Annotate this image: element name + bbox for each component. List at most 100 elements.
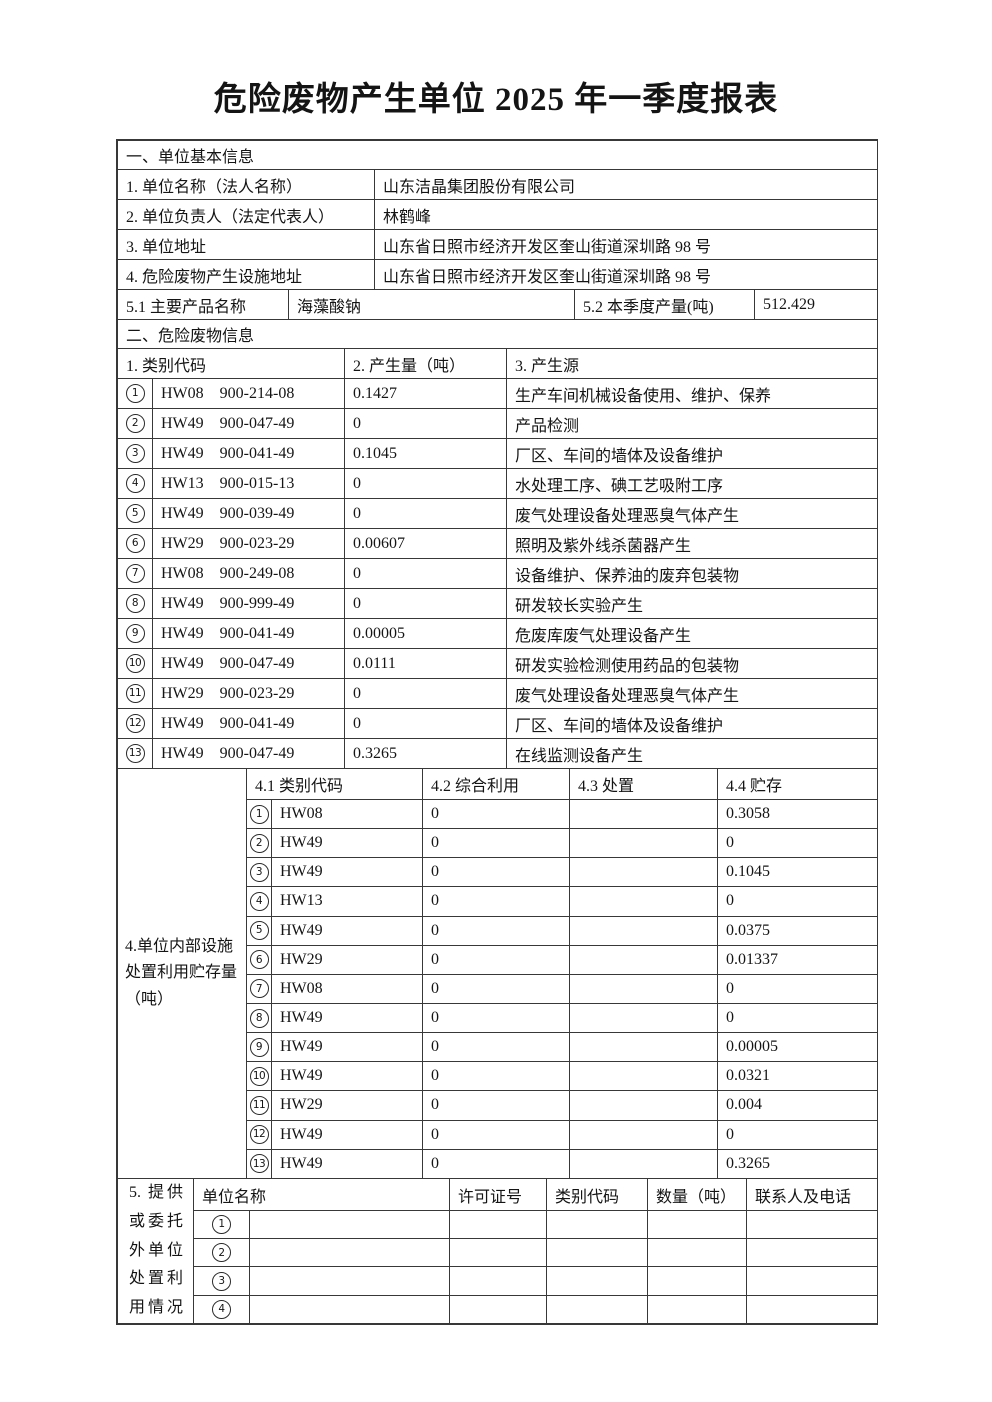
internal-disposal-row: 4 HW13 0 0 [118, 886, 879, 917]
waste-row-number: 7 [117, 558, 153, 589]
waste-row-number: 3 [117, 438, 153, 469]
internal-code-cell: HW13 [270, 886, 424, 917]
waste-row: 1 HW08 900-214-08 0.1427 生产车间机械设备使用、维护、保养 [117, 378, 879, 409]
waste-code: HW08 [161, 564, 204, 582]
internal-dispose-cell [569, 798, 719, 830]
internal-disposal-row: 7 HW08 0 0 [118, 973, 879, 1004]
external-disposal-row: 4 [118, 1294, 879, 1324]
internal-use-cell: 0 [422, 798, 571, 830]
waste-code: HW13 [161, 474, 204, 492]
internal-store-cell: 0.00005 [717, 1032, 879, 1063]
waste-qty-cell: 0 [344, 588, 507, 619]
waste-code-cell: HW08 900-249-08 [152, 558, 345, 589]
waste-row-number: 2 [117, 408, 153, 439]
waste-subcode: 900-015-13 [219, 474, 295, 492]
external-code-cell [546, 1266, 649, 1296]
waste-source-cell: 设备维护、保养油的废弃包装物 [505, 558, 879, 589]
external-label-line: 用情况 [129, 1299, 183, 1317]
waste-code-header: 1. 类别代码 [117, 348, 345, 379]
waste-qty-cell: 0 [344, 678, 507, 709]
external-disposal-label: 5. 提供 或委托 外单位 处置利 用情况 [117, 1178, 194, 1324]
external-contact-cell [746, 1209, 879, 1240]
unit-name-row: 1. 单位名称（法人名称） 山东洁晶集团股份有限公司 [117, 169, 879, 200]
waste-row: 6 HW29 900-023-29 0.00607 照明及紫外线杀菌器产生 [117, 528, 879, 559]
internal-use-cell: 0 [422, 944, 571, 975]
internal-use-cell: 0 [422, 828, 571, 859]
circled-number: 2 [125, 414, 145, 433]
internal-code-cell: HW49 [270, 1002, 424, 1034]
waste-row: 12 HW49 900-041-49 0 厂区、车间的墙体及设备维护 [117, 708, 879, 739]
waste-code: HW49 [161, 624, 204, 642]
waste-qty-cell: 0 [344, 708, 507, 739]
internal-use-cell: 0 [422, 1032, 571, 1063]
internal-row-number: 5 [246, 915, 272, 946]
unit-address-row: 3. 单位地址 山东省日照市经济开发区奎山街道深圳路 98 号 [117, 229, 879, 260]
waste-code: HW49 [161, 744, 204, 762]
external-permit-cell [449, 1238, 548, 1268]
internal-code-cell: HW29 [270, 1090, 424, 1121]
internal-disposal-table: 4.单位内部设施处置利用贮存量（吨） 4.1 类别代码 4.2 综合利用 4.3… [117, 768, 879, 1180]
facility-address-row: 4. 危险废物产生设施地址 山东省日照市经济开发区奎山街道深圳路 98 号 [117, 259, 879, 290]
external-name-cell [248, 1209, 451, 1240]
internal-use-cell: 0 [422, 1119, 571, 1150]
circled-number: 5 [125, 504, 145, 523]
internal-dispose-cell [569, 915, 719, 946]
circled-number: 9 [249, 1037, 269, 1057]
external-row-number: 2 [193, 1238, 250, 1268]
waste-row-number: 11 [117, 678, 153, 709]
internal-disposal-row: 10 HW49 0 0.0321 [118, 1061, 879, 1092]
waste-row: 5 HW49 900-039-49 0 废气处理设备处理恶臭气体产生 [117, 498, 879, 529]
circled-number: 3 [249, 862, 269, 882]
waste-code: HW49 [161, 444, 204, 462]
circled-number: 1 [125, 384, 145, 403]
external-disposal-row: 1 [118, 1209, 879, 1240]
internal-disposal-row: 1 HW08 0 0.3058 [118, 798, 879, 830]
waste-row: 8 HW49 900-999-49 0 研发较长实验产生 [117, 588, 879, 619]
internal-dispose-cell [569, 973, 719, 1004]
external-qty-cell [647, 1294, 748, 1324]
internal-store-cell: 0.3058 [717, 798, 879, 830]
external-disposal-table: 5. 提供 或委托 外单位 处置利 用情况 单位名称 许可证号 类别代码 数量（… [117, 1178, 879, 1324]
internal-code-cell: HW49 [270, 1032, 424, 1063]
internal-dispose-cell [569, 857, 719, 888]
product-name-label: 5.1 主要产品名称 [117, 289, 289, 320]
circled-number: 4 [212, 1299, 231, 1319]
external-qty-cell [647, 1209, 748, 1240]
circled-number: 2 [212, 1243, 231, 1263]
circled-number: 3 [125, 444, 145, 463]
waste-subcode: 900-041-49 [219, 444, 295, 462]
internal-code-cell: HW49 [270, 828, 424, 859]
circled-number: 12 [249, 1125, 269, 1145]
waste-code-cell: HW49 900-041-49 [152, 618, 345, 649]
product-table: 5.1 主要产品名称 海藻酸钠 5.2 本季度产量(吨) 512.429 [117, 289, 878, 320]
waste-source-cell: 废气处理设备处理恶臭气体产生 [505, 678, 879, 709]
waste-row-number: 1 [117, 378, 153, 409]
internal-dispose-cell [569, 1061, 719, 1092]
waste-qty-cell: 0.0111 [344, 648, 507, 679]
waste-code: HW08 [161, 384, 204, 402]
internal-dispose-cell [569, 1090, 719, 1121]
quarter-output-label: 5.2 本季度产量(吨) [574, 289, 755, 320]
waste-subcode: 900-041-49 [219, 624, 295, 642]
waste-source-cell: 产品检测 [505, 408, 879, 439]
internal-code-cell: HW49 [270, 1119, 424, 1150]
internal-disposal-row: 3 HW49 0 0.1045 [118, 857, 879, 888]
internal-code-cell: HW08 [270, 973, 424, 1004]
external-contact-header: 联系人及电话 [746, 1178, 879, 1211]
waste-code-cell: HW49 900-047-49 [152, 648, 345, 679]
waste-qty-cell: 0.1427 [344, 378, 507, 409]
waste-subcode: 900-039-49 [219, 504, 295, 522]
waste-row-number: 13 [117, 738, 153, 769]
internal-store-cell: 0.004 [717, 1090, 879, 1121]
external-label-line: 外单位 [129, 1241, 183, 1259]
external-permit-header: 许可证号 [449, 1178, 548, 1211]
internal-store-cell: 0.0321 [717, 1061, 879, 1092]
circled-number: 11 [249, 1095, 269, 1115]
internal-code-cell: HW49 [270, 1148, 424, 1180]
circled-number: 11 [125, 684, 145, 703]
report-table: 一、单位基本信息 1. 单位名称（法人名称） 山东洁晶集团股份有限公司 2. 单… [116, 139, 879, 1325]
external-row-number: 1 [193, 1209, 250, 1240]
waste-row-number: 6 [117, 528, 153, 559]
external-label-line: 5. 提供 [129, 1184, 183, 1201]
internal-row-number: 1 [246, 798, 272, 830]
